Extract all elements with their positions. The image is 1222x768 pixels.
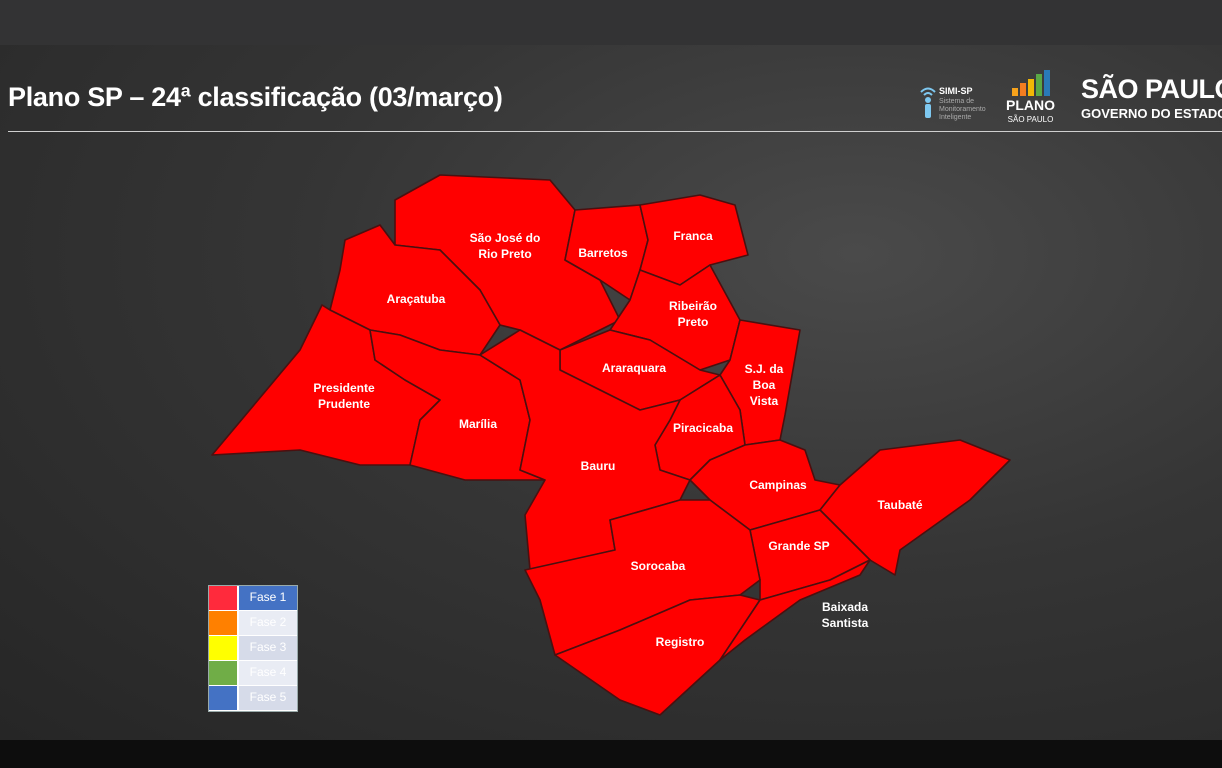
region-label: S.J. da Boa Vista (745, 362, 784, 408)
plano-name: PLANO (1006, 97, 1055, 113)
top-bar (0, 0, 1222, 45)
region-label-line: Bauru (581, 459, 616, 473)
region-ribeir-o-preto (609, 264, 741, 371)
region-label-line: Sorocaba (631, 559, 686, 573)
plano-bars-icon (1011, 70, 1050, 96)
legend-swatch (209, 636, 239, 660)
region-label: Presidente Prudente (313, 381, 375, 411)
legend-swatch (209, 586, 239, 610)
bottom-bar (0, 740, 1222, 768)
region-label: Bauru (581, 459, 616, 473)
simi-text: SIMI-SP Sistema de Monitoramento Intelig… (939, 86, 1007, 122)
slide-title: Plano SP – 24ª classificação (03/março) (8, 82, 503, 112)
region-label: Araraquara (602, 361, 666, 375)
region-label-line: Prudente (318, 397, 370, 411)
legend-label: Fase 5 (239, 686, 297, 710)
region-label-line: Araraquara (602, 361, 666, 375)
region-label-line: São José do (470, 231, 541, 245)
governo-sp-logo: SÃO PAULO GOVERNO DO ESTADO (1081, 74, 1222, 121)
region-label: Baixada Santista (822, 600, 869, 630)
region-label: Marília (459, 417, 497, 431)
region-label-line: Araçatuba (387, 292, 446, 306)
legend-item: Fase 1 (209, 586, 297, 611)
legend-swatch (209, 611, 239, 635)
legend-item: Fase 3 (209, 636, 297, 661)
region-label-line: S.J. da (745, 362, 784, 376)
simi-name: SIMI-SP (939, 86, 973, 96)
legend-swatch (209, 686, 239, 710)
region-label-line: Piracicaba (673, 421, 733, 435)
region-label-line: Registro (656, 635, 705, 649)
region-label-line: Preto (678, 315, 709, 329)
region-label-line: Barretos (578, 246, 628, 260)
region-label-line: Presidente (313, 381, 375, 395)
region-label: Piracicaba (673, 421, 733, 435)
legend-label: Fase 4 (239, 661, 297, 685)
region-label: Franca (673, 229, 713, 243)
legend-label: Fase 3 (239, 636, 297, 660)
region-label-line: Baixada (822, 600, 868, 614)
title-divider (8, 131, 1222, 132)
plano-subtitle: SÃO PAULO (1007, 115, 1054, 124)
region-label-line: Ribeirão (669, 299, 717, 313)
region-label: Araçatuba (387, 292, 446, 306)
region-label: Registro (656, 635, 705, 649)
region-label: São José do Rio Preto (470, 231, 541, 261)
region-label-line: Marília (459, 417, 497, 431)
region-label-line: Santista (822, 616, 869, 630)
simi-person-icon (920, 87, 936, 118)
region-label-line: Rio Preto (478, 247, 531, 261)
region-baixada-santista (719, 559, 871, 661)
region-label-line: Campinas (749, 478, 807, 492)
legend-label: Fase 1 (239, 586, 297, 610)
legend-swatch (209, 661, 239, 685)
legend-label: Fase 2 (239, 611, 297, 635)
phase-legend: Fase 1 Fase 2 Fase 3 Fase 4 Fase 5 (208, 585, 298, 712)
region-label-line: Vista (750, 394, 779, 408)
region-label-line: Franca (673, 229, 713, 243)
region-label: Taubaté (877, 498, 922, 512)
region-label: Campinas (749, 478, 807, 492)
region-label: Grande SP (768, 539, 829, 553)
legend-item: Fase 4 (209, 661, 297, 686)
simi-subtitle: Sistema de Monitoramento Inteligente (939, 98, 986, 121)
governo-name: SÃO PAULO (1081, 74, 1222, 104)
governo-subtitle: GOVERNO DO ESTADO (1081, 106, 1222, 121)
region-label-line: Boa (753, 378, 776, 392)
region-label-line: Grande SP (768, 539, 829, 553)
legend-item: Fase 2 (209, 611, 297, 636)
region-label: Ribeirão Preto (669, 299, 717, 329)
region-label-line: Taubaté (877, 498, 922, 512)
simi-sp-logo: SIMI-SP Sistema de Monitoramento Intelig… (920, 86, 1007, 122)
legend-item: Fase 5 (209, 686, 297, 711)
region-label: Sorocaba (631, 559, 686, 573)
region-label: Barretos (578, 246, 628, 260)
plano-sp-logo: PLANO SÃO PAULO (1006, 70, 1055, 125)
